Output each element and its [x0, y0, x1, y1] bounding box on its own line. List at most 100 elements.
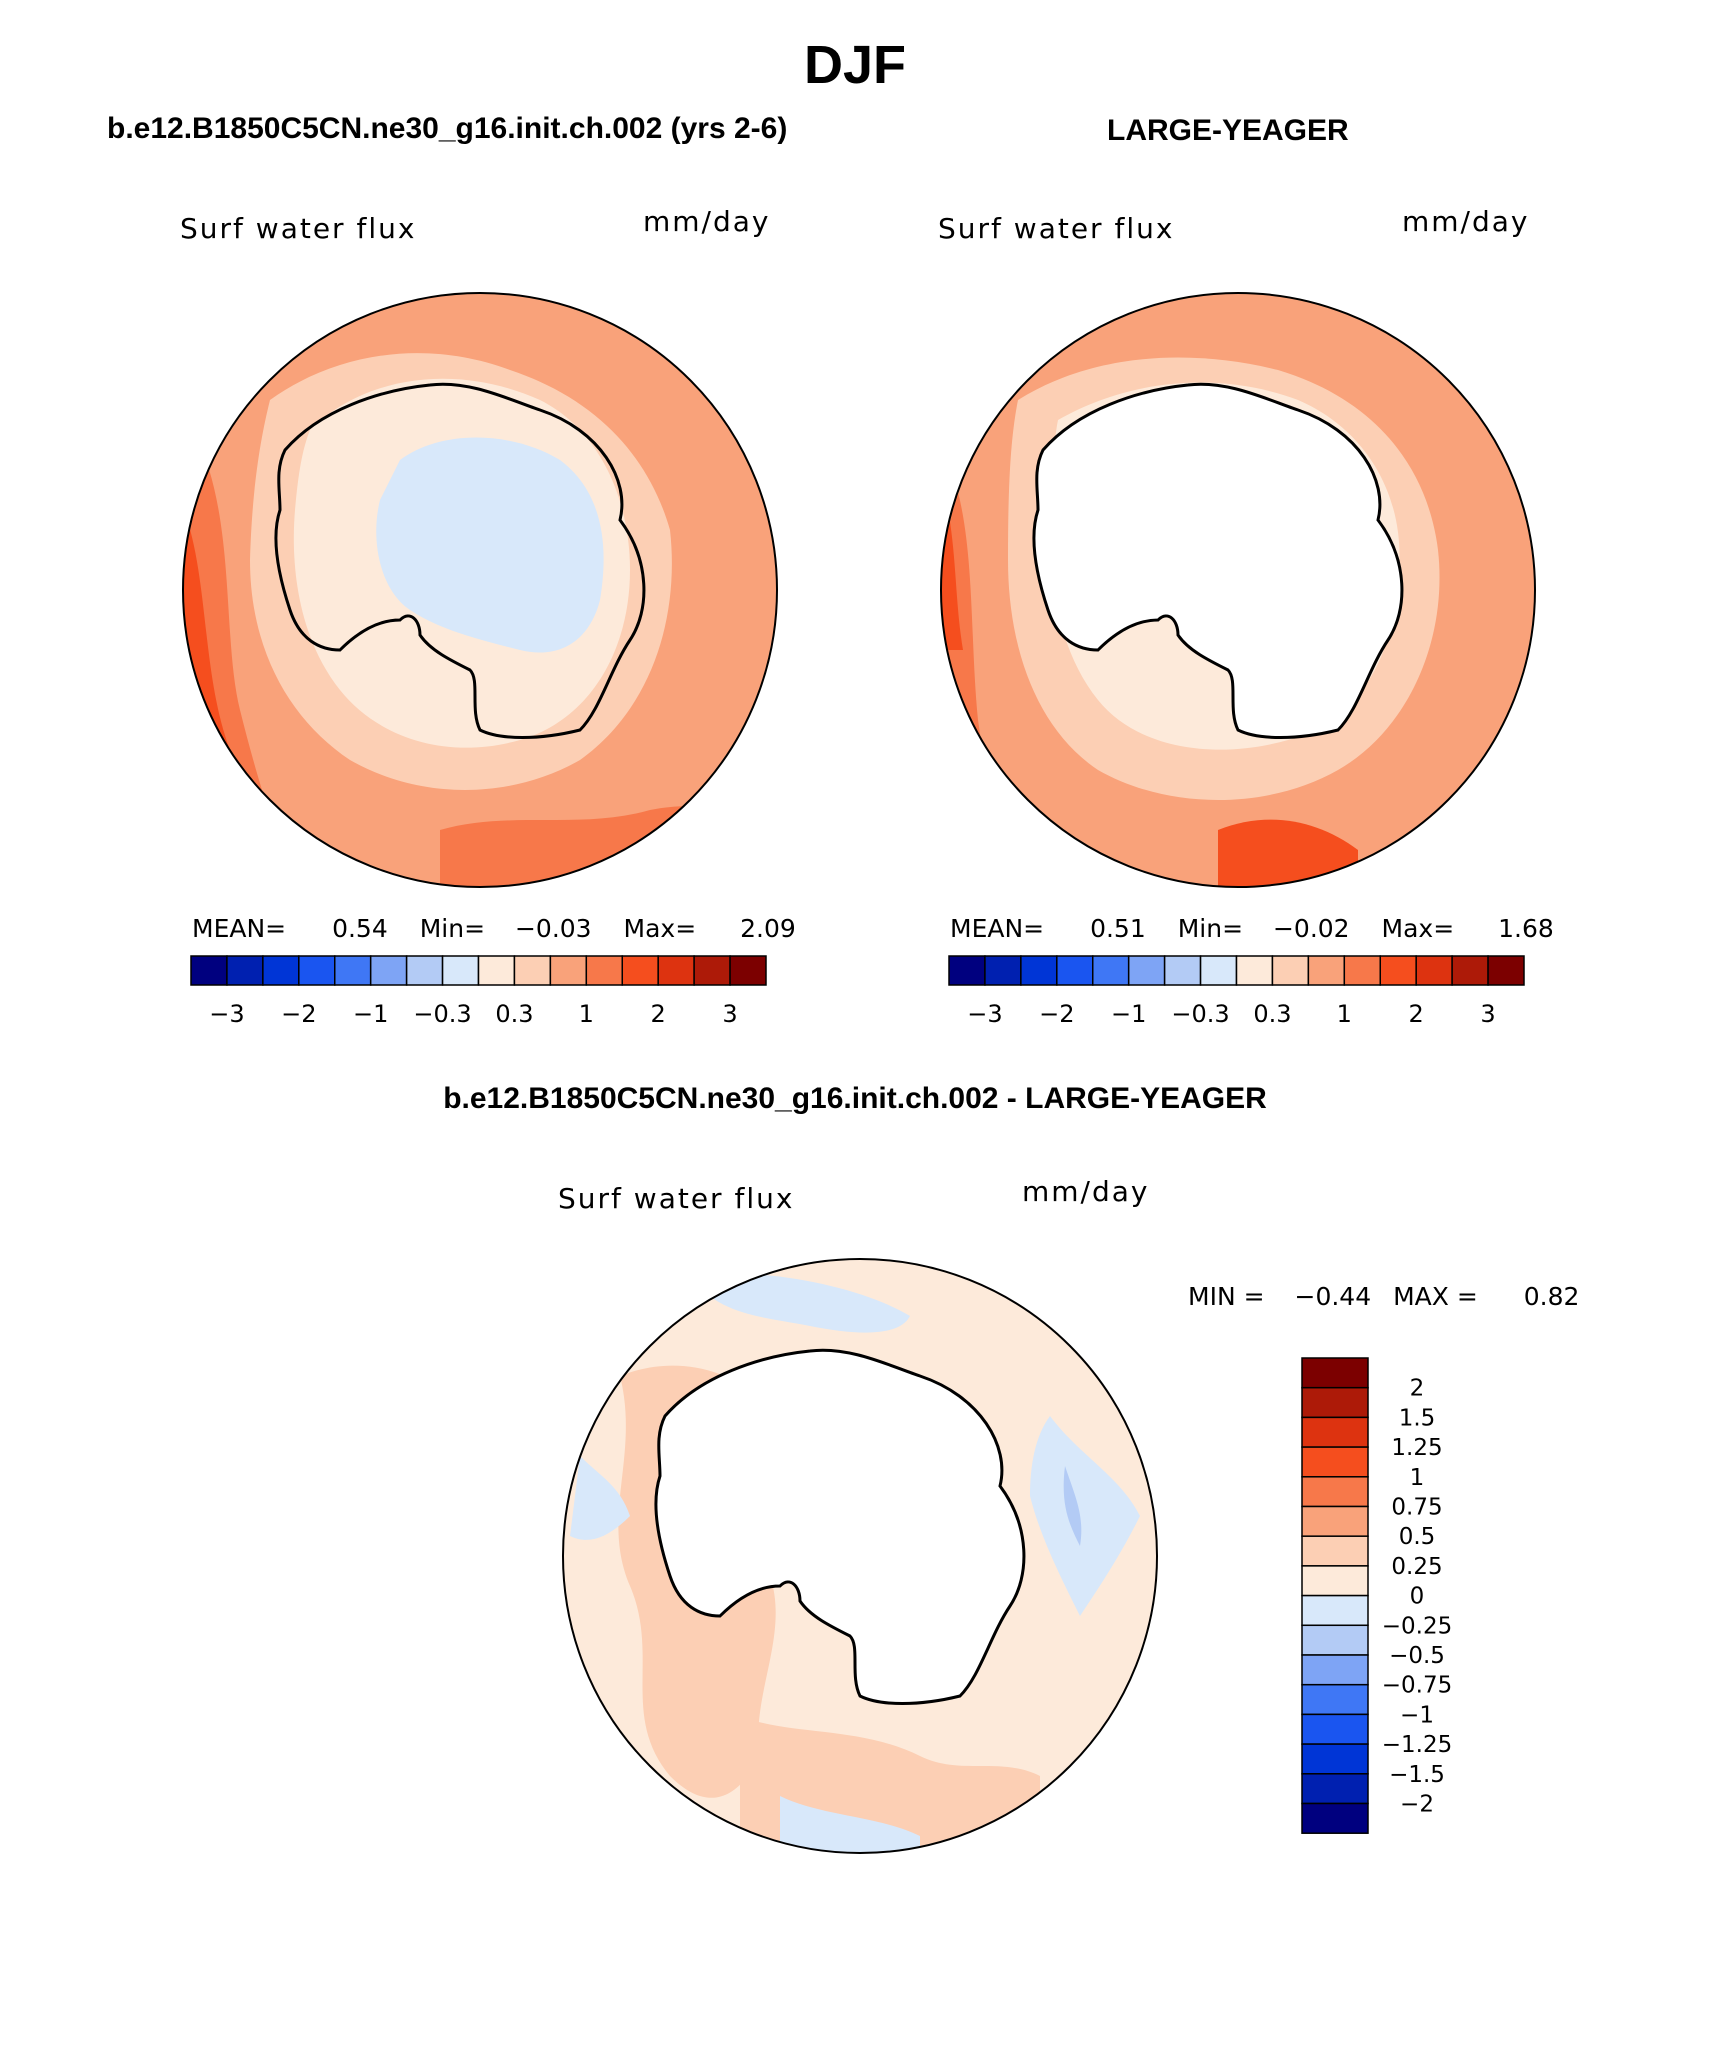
stats-diff: MIN = −0.44 MAX = 0.82: [1188, 1282, 1579, 1311]
colorbar-swatch: [477, 955, 516, 986]
colorbar-tick-label: 0.75: [1391, 1495, 1442, 1521]
colorbar-swatch: [1379, 955, 1417, 986]
min-value: −0.44: [1294, 1282, 1372, 1311]
colorbar-tick-labels: 2 1.5 1.25 1 0.75 0.5 0.25 0 −0.25 −0.5 −0.75 −1 −1.…: [1382, 1376, 1452, 1818]
colorbar-swatch: [226, 955, 264, 986]
negative-core-east: [1063, 1466, 1082, 1546]
colorbar-swatch: [1271, 955, 1310, 986]
colorbar-swatch: [693, 955, 731, 986]
main-title: DJF: [803, 35, 906, 95]
colorbar-tick-label: 0.3: [495, 1000, 533, 1028]
colorbar-tick-label: 1.25: [1391, 1435, 1442, 1461]
interior-negative: [376, 437, 604, 653]
colorbar-swatch: [1301, 1535, 1369, 1567]
stats-case: MEAN= 0.54 Min= −0.03 Max= 2.09: [192, 914, 796, 943]
colorbar-swatch: [1301, 1357, 1369, 1389]
colorbar-tick-label: 3: [722, 1000, 737, 1028]
colorbar-tick-label: −1.5: [1389, 1762, 1445, 1788]
min-label: MIN =: [1188, 1282, 1265, 1311]
colorbar-swatch: [1451, 955, 1489, 986]
stats-obs: MEAN= 0.51 Min= −0.02 Max= 1.68: [950, 914, 1554, 943]
colorbar-tick-label: 2: [1409, 1000, 1424, 1028]
colorbar-swatch: [1092, 955, 1130, 986]
colorbar-tick-label: 1: [579, 1000, 594, 1028]
negative-patch-west: [570, 1456, 630, 1540]
colorbar-tick-label: −1: [1400, 1702, 1434, 1728]
mean-label: MEAN=: [192, 914, 287, 943]
colorbar-tick-label: −0.3: [1171, 1000, 1229, 1028]
colorbar-swatch: [513, 955, 552, 986]
units-label-obs: mm/day: [1402, 205, 1530, 238]
colorbar-swatch: [441, 955, 480, 986]
mean-label: MEAN=: [950, 914, 1045, 943]
colorbar-swatch: [657, 955, 695, 986]
max-label: MAX =: [1393, 1282, 1478, 1311]
colorbar-tick-label: 0.25: [1391, 1554, 1442, 1580]
colorbar-swatch: [1127, 955, 1166, 986]
variable-label-case: Surf water flux: [180, 212, 417, 245]
colorbar-swatch: [1343, 955, 1381, 986]
colorbar-swatch: [1301, 1624, 1369, 1656]
mean-value: 0.54: [332, 914, 388, 943]
antarctica-coastline: [274, 382, 646, 739]
colorbar-tick-label: 1: [1410, 1465, 1425, 1491]
panel-title-diff: b.e12.B1850C5CN.ne30_g16.init.ch.002 - L…: [443, 1082, 1267, 1115]
negative-patch-north: [690, 1273, 910, 1333]
colorbar-tick-label: 2: [651, 1000, 666, 1028]
colorbar-swatch: [585, 955, 623, 986]
colorbar-obs: −3 −2 −1 −0.3 0.3 1 2 3: [948, 955, 1525, 1028]
min-label: Min=: [419, 914, 486, 943]
colorbar-tick-label: −0.5: [1389, 1643, 1445, 1669]
max-value: 0.82: [1523, 1282, 1580, 1311]
panel-title-obs: LARGE-YEAGER: [1107, 114, 1349, 147]
colorbar-swatches: [1301, 1357, 1369, 1834]
colorbar-tick-label: −1: [1111, 1000, 1146, 1028]
map-diff: [562, 1258, 1158, 1854]
max-label: Max=: [1381, 914, 1455, 943]
colorbar-tick-label: −2: [1400, 1792, 1434, 1818]
colorbar-tick-label: −1.25: [1382, 1732, 1452, 1758]
mean-value: 0.51: [1090, 914, 1146, 943]
colorbar-swatch: [369, 955, 408, 986]
colorbar-swatch: [1301, 1743, 1369, 1775]
colorbar-swatch: [1020, 955, 1058, 986]
colorbar-swatch: [1301, 1683, 1369, 1716]
min-label: Min=: [1177, 914, 1244, 943]
colorbar-swatch: [1235, 955, 1274, 986]
colorbar-swatch: [334, 955, 372, 986]
colorbar-swatch: [298, 955, 336, 986]
colorbar-swatches: [190, 955, 767, 986]
colorbar-tick-label: 1.5: [1399, 1405, 1436, 1431]
min-value: −0.02: [1272, 914, 1350, 943]
variable-label-diff: Surf water flux: [558, 1182, 795, 1215]
colorbar-case: −3 −2 −1 −0.3 0.3 1 2 3: [190, 955, 767, 1028]
colorbar-tick-label: 0: [1410, 1584, 1425, 1610]
antarctica-coastline: [654, 1348, 1026, 1705]
colorbar-tick-label: −2: [1039, 1000, 1074, 1028]
colorbar-tick-label: −2: [281, 1000, 316, 1028]
map-boundary: [562, 1258, 1158, 1854]
colorbar-swatch: [1487, 955, 1525, 986]
colorbar-swatch: [549, 955, 588, 986]
colorbar-swatch: [1301, 1594, 1369, 1627]
colorbar-swatch: [729, 955, 767, 986]
south-patch: [1218, 819, 1358, 887]
colorbar-swatch: [190, 955, 228, 986]
negative-patch-south: [780, 1796, 920, 1853]
colorbar-swatch: [1301, 1386, 1369, 1419]
colorbar-swatch: [1301, 1416, 1369, 1448]
colorbar-tick-label: −3: [967, 1000, 1002, 1028]
colorbar-swatch: [1307, 955, 1346, 986]
colorbar-swatches: [948, 955, 1525, 986]
colorbar-tick-label: −1: [353, 1000, 388, 1028]
map-boundary: [940, 292, 1536, 888]
units-label-case: mm/day: [643, 205, 771, 238]
colorbar-swatch: [1056, 955, 1094, 986]
min-value: −0.03: [514, 914, 592, 943]
colorbar-swatch: [1301, 1565, 1369, 1597]
colorbar-swatch: [984, 955, 1022, 986]
colorbar-swatch: [1301, 1476, 1369, 1508]
colorbar-swatch: [1163, 955, 1202, 986]
colorbar-tick-label: −0.25: [1382, 1613, 1452, 1639]
colorbar-tick-label: −0.75: [1382, 1673, 1452, 1699]
